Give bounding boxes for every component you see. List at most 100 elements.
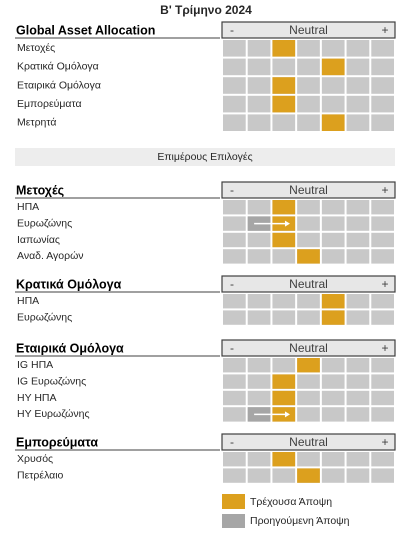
grid-cell <box>346 358 370 373</box>
current-view <box>272 95 296 113</box>
grid-cell <box>346 40 370 57</box>
scale-minus: - <box>230 341 234 355</box>
scale-minus: - <box>230 277 234 291</box>
current-view <box>321 114 345 131</box>
grid-cell <box>297 390 320 406</box>
grid-cell <box>346 452 370 467</box>
current-view <box>272 232 296 248</box>
grid-cell <box>247 452 271 467</box>
grid-cell <box>321 95 345 113</box>
grid-cell <box>321 232 345 248</box>
row-label: ΗΠΑ <box>17 201 39 213</box>
grid-cell <box>371 468 394 483</box>
grid-cell <box>247 114 271 131</box>
grid-cell <box>371 216 394 231</box>
grid-cell <box>321 390 345 406</box>
grid-cell <box>371 452 394 467</box>
grid-cell <box>247 468 271 483</box>
grid-cell <box>371 232 394 248</box>
scale-neutral: Neutral <box>289 277 328 291</box>
grid-cell <box>223 249 246 264</box>
grid-cell <box>223 95 246 113</box>
grid-cell <box>346 232 370 248</box>
grid-cell <box>321 40 345 57</box>
row-label: Κρατικά Ομόλογα <box>17 61 99 73</box>
row-label: IG ΗΠΑ <box>17 359 53 371</box>
grid-cell <box>223 374 246 389</box>
grid-cell <box>346 58 370 76</box>
grid-cell <box>346 249 370 264</box>
current-view <box>272 390 296 406</box>
grid-cell <box>223 232 246 248</box>
row-label: Ευρωζώνης <box>17 311 72 323</box>
grid-cell <box>247 40 271 57</box>
grid-cell <box>297 114 320 131</box>
grid-cell <box>223 58 246 76</box>
scale-minus: - <box>230 23 234 37</box>
scale-header <box>221 181 396 199</box>
scale-minus: - <box>230 183 234 197</box>
legend-current: Τρέχουσα Άποψη <box>250 496 332 508</box>
row-label: ΗΠΑ <box>17 295 39 307</box>
grid-cell <box>346 294 370 309</box>
current-view <box>297 468 320 483</box>
grid-cell <box>321 407 345 422</box>
scale-plus: + <box>381 277 388 291</box>
grid-cell <box>346 216 370 231</box>
grid-cell <box>247 310 271 325</box>
grid-cell <box>321 452 345 467</box>
grid-cell <box>371 294 394 309</box>
row-label: HY Ευρωζώνης <box>17 408 90 420</box>
page-title: Β' Τρίμηνο 2024 <box>160 3 252 17</box>
grid-cell <box>321 374 345 389</box>
scale-neutral: Neutral <box>289 183 328 197</box>
section-title: Κρατικά Ομόλογα <box>16 277 122 291</box>
grid-cell <box>223 452 246 467</box>
grid-cell <box>371 374 394 389</box>
grid-cell <box>371 77 394 94</box>
current-view <box>272 200 296 215</box>
row-label: Ιαπωνίας <box>17 234 60 246</box>
grid-cell <box>346 390 370 406</box>
grid-cell <box>371 200 394 215</box>
grid-cell <box>297 452 320 467</box>
grid-cell <box>321 358 345 373</box>
grid-cell <box>346 407 370 422</box>
grid-cell <box>272 249 296 264</box>
section-title: Μετοχές <box>16 183 64 197</box>
grid-cell <box>272 58 296 76</box>
grid-cell <box>346 468 370 483</box>
grid-cell <box>371 358 394 373</box>
grid-cell <box>297 407 320 422</box>
grid-cell <box>223 294 246 309</box>
current-view <box>272 40 296 57</box>
grid-cell <box>371 249 394 264</box>
row-label: Πετρέλαιο <box>17 469 64 481</box>
row-label: HY ΗΠΑ <box>17 392 56 404</box>
grid-cell <box>371 95 394 113</box>
grid-cell <box>297 232 320 248</box>
current-view <box>321 310 345 325</box>
legend-previous: Προηγούμενη Άποψη <box>250 515 350 527</box>
grid-cell <box>223 200 246 215</box>
grid-cell <box>223 468 246 483</box>
grid-cell <box>346 95 370 113</box>
subtitle: Επιμέρους Επιλογές <box>157 151 252 163</box>
grid-cell <box>346 374 370 389</box>
grid-cell <box>223 358 246 373</box>
grid-cell <box>371 40 394 57</box>
row-label: Εταιρικά Ομόλογα <box>17 79 101 91</box>
scale-plus: + <box>381 341 388 355</box>
current-view <box>272 374 296 389</box>
grid-cell <box>346 310 370 325</box>
grid-cell <box>346 77 370 94</box>
grid-cell <box>321 216 345 231</box>
grid-cell <box>297 58 320 76</box>
legend-current-swatch <box>222 494 245 509</box>
grid-cell <box>223 114 246 131</box>
grid-cell <box>247 294 271 309</box>
change-arrowhead <box>284 411 290 418</box>
grid-cell <box>346 114 370 131</box>
grid-cell <box>321 77 345 94</box>
